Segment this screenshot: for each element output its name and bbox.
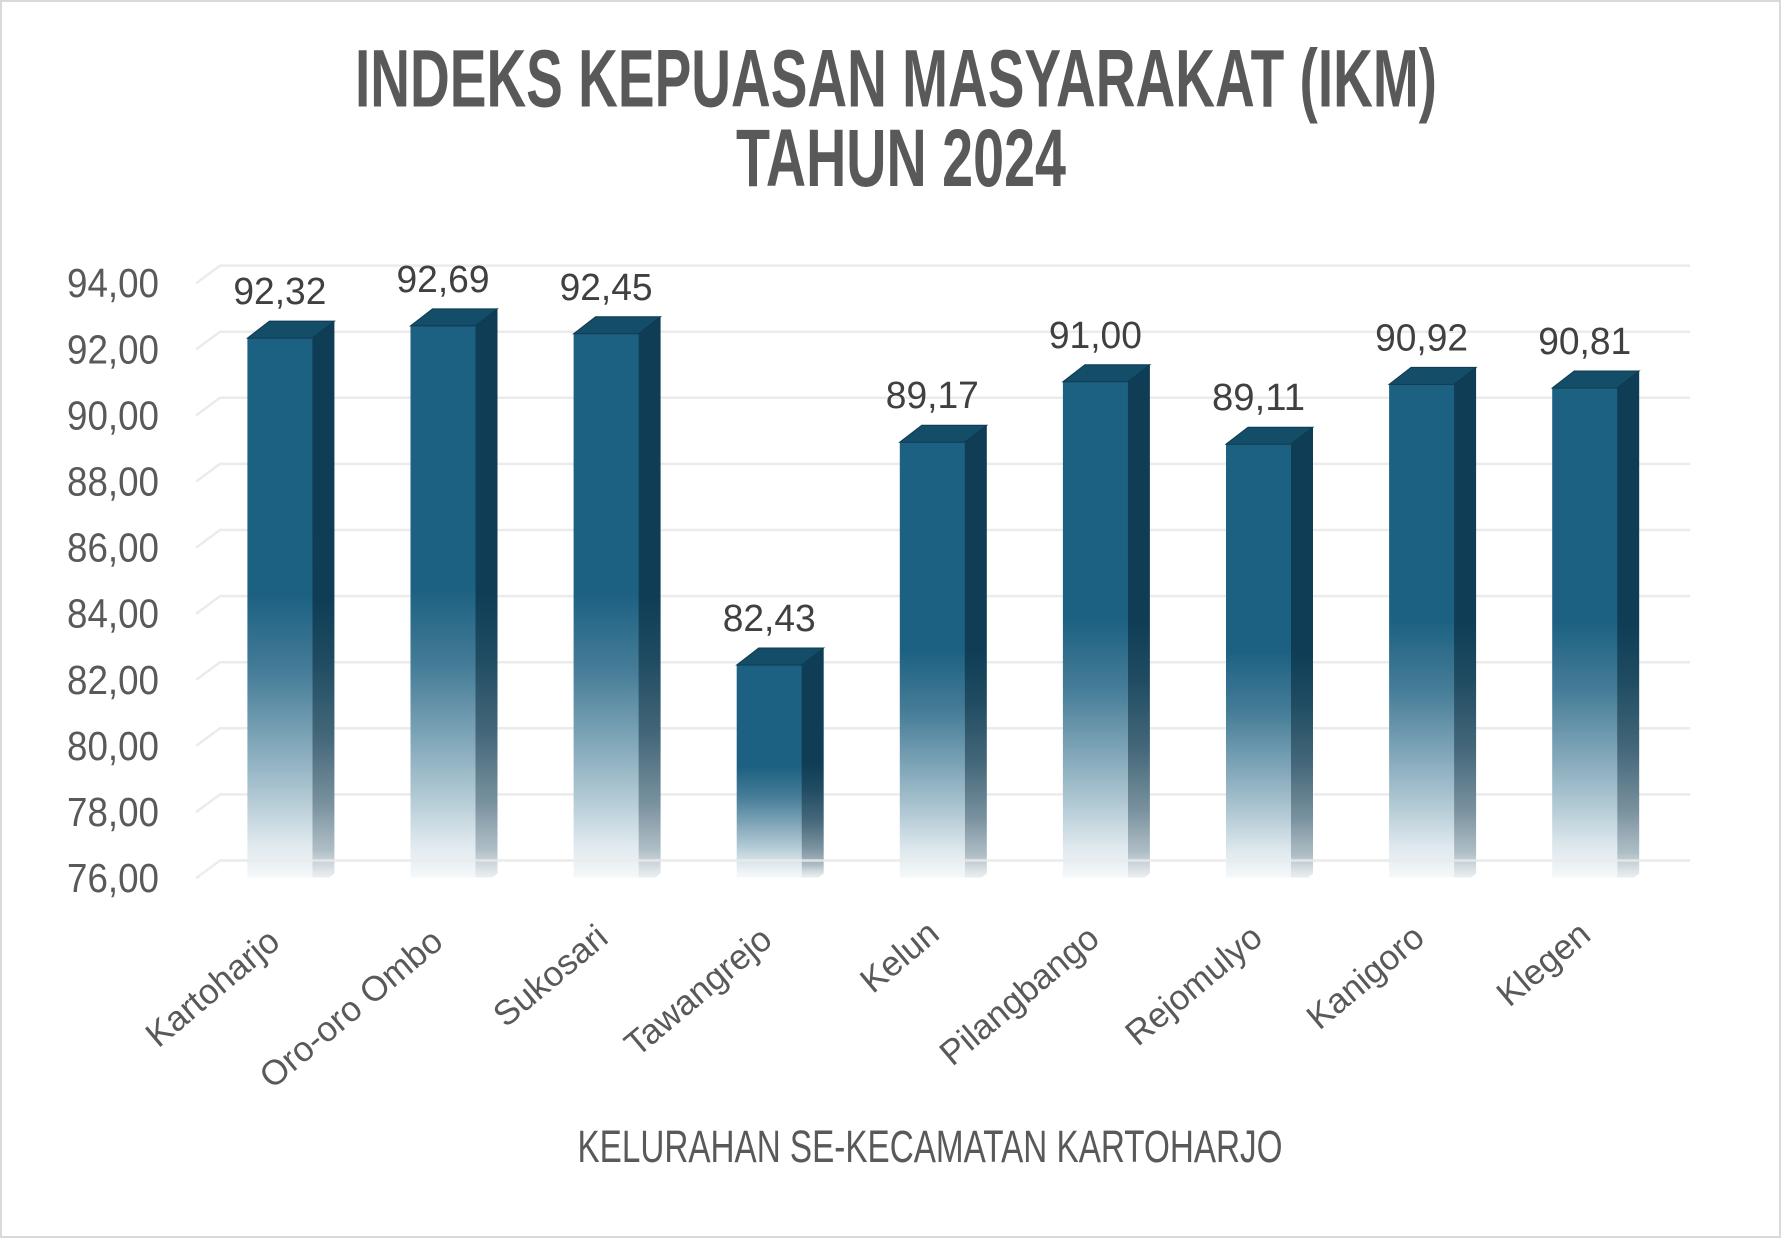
svg-text:90,00: 90,00	[67, 392, 159, 438]
svg-text:89,11: 89,11	[1212, 377, 1305, 419]
svg-text:82,00: 82,00	[67, 657, 159, 703]
svg-text:94,00: 94,00	[67, 260, 159, 306]
svg-text:92,32: 92,32	[233, 271, 326, 313]
svg-text:88,00: 88,00	[67, 459, 159, 505]
svg-text:78,00: 78,00	[67, 789, 159, 835]
svg-text:92,00: 92,00	[67, 326, 159, 372]
svg-text:TAHUN 2024: TAHUN 2024	[736, 113, 1066, 204]
svg-text:KELURAHAN SE-KECAMATAN KARTOHA: KELURAHAN SE-KECAMATAN KARTOHARJO	[578, 1121, 1283, 1172]
svg-text:90,81: 90,81	[1538, 321, 1631, 363]
svg-text:84,00: 84,00	[67, 591, 159, 637]
svg-text:82,43: 82,43	[723, 598, 816, 640]
svg-text:91,00: 91,00	[1049, 315, 1142, 357]
svg-text:92,69: 92,69	[397, 259, 490, 301]
svg-text:INDEKS KEPUASAN MASYARAKAT (IK: INDEKS KEPUASAN MASYARAKAT (IKM)	[355, 34, 1437, 125]
svg-text:76,00: 76,00	[67, 855, 159, 901]
svg-text:92,45: 92,45	[560, 267, 653, 309]
svg-text:80,00: 80,00	[67, 723, 159, 769]
svg-text:89,17: 89,17	[886, 375, 979, 417]
svg-text:90,92: 90,92	[1375, 317, 1468, 359]
svg-text:86,00: 86,00	[67, 525, 159, 571]
